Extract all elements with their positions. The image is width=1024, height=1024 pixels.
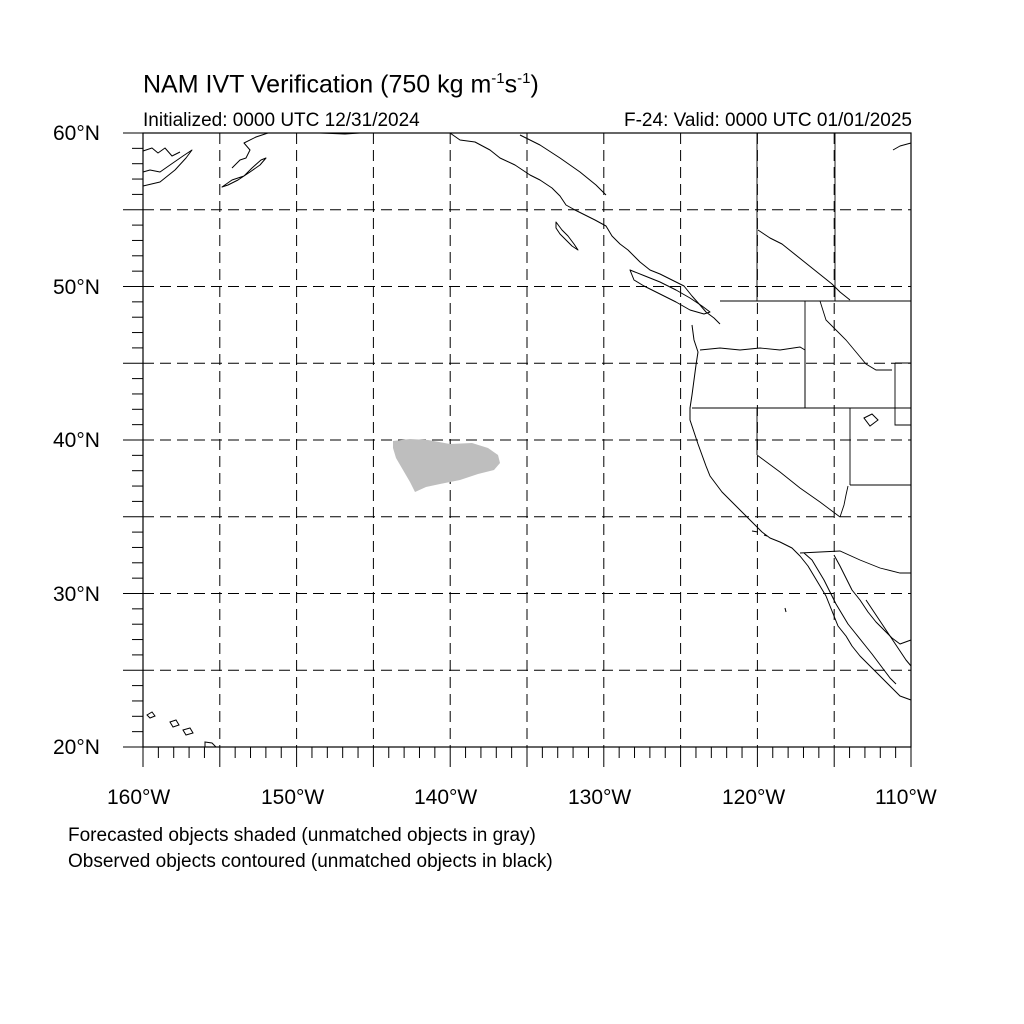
political-borders: [692, 133, 911, 574]
border-california-nevada-diagonal: [756, 454, 841, 518]
coastlines: [142, 132, 912, 701]
lake-winnipeg-area: [757, 229, 851, 301]
coastline-washington-oregon: [689, 324, 912, 701]
lat-label-60n: 60°N: [53, 122, 100, 145]
gulf-california-coast: [833, 554, 912, 645]
forecast-object-unmatched: [393, 439, 500, 492]
border-oregon-north: [699, 346, 806, 351]
lat-label-50n: 50°N: [53, 276, 100, 299]
hudson-bay-edge: [892, 142, 912, 151]
lon-label-160w: 160°W: [107, 786, 171, 809]
legend-note-observed: Observed objects contoured (unmatched ob…: [68, 851, 553, 872]
lat-label-30n: 30°N: [53, 583, 100, 606]
great-salt-lake: [863, 413, 879, 427]
mainland-mexico-coast: [865, 599, 912, 667]
lat-lon-gridlines: [143, 133, 911, 747]
axis-ticks: [123, 132, 912, 767]
channel-islands: [751, 530, 768, 537]
lon-label-140w: 140°W: [414, 786, 478, 809]
lon-label-130w: 130°W: [568, 786, 632, 809]
alaska-canada-border: [519, 134, 607, 196]
island-kauai: [146, 711, 156, 719]
coastline-alaska-peninsula: [142, 147, 181, 157]
border-idaho-montana: [804, 300, 892, 408]
baja-peninsula: [803, 552, 897, 685]
lat-label-20n: 20°N: [53, 736, 100, 759]
small-islands: [751, 413, 879, 613]
valid-time-label: F-24: Valid: 0000 UTC 01/01/2025: [624, 110, 912, 131]
coastline-southeast-alaska: [449, 132, 721, 325]
guadalupe-island: [784, 607, 787, 613]
lon-label-150w: 150°W: [261, 786, 325, 809]
island-maui: [182, 727, 194, 736]
coastline-gulf-alaska: [300, 132, 361, 135]
island-big-island: [204, 741, 218, 748]
island-oahu: [169, 719, 180, 728]
us-mexico-border: [799, 550, 911, 574]
hawaii-islands: [146, 711, 218, 748]
vancouver-island: [629, 269, 711, 315]
haida-gwaii: [555, 221, 579, 251]
legend-note-forecast: Forecasted objects shaded (unmatched obj…: [68, 825, 536, 846]
map-title: NAM IVT Verification (750 kg m-1s-1): [143, 70, 539, 99]
lon-label-120w: 120°W: [722, 786, 786, 809]
lon-label-110w: 110°W: [875, 786, 937, 809]
kodiak-island: [221, 157, 267, 188]
coastline-alaska-southwest: [142, 149, 193, 187]
lat-label-40n: 40°N: [53, 429, 100, 452]
border-nevada-arizona-river: [839, 485, 849, 518]
coastline-cook-inlet: [231, 132, 269, 169]
initialized-label: Initialized: 0000 UTC 12/31/2024: [143, 110, 420, 131]
border-colorado-wyoming: [894, 362, 911, 426]
